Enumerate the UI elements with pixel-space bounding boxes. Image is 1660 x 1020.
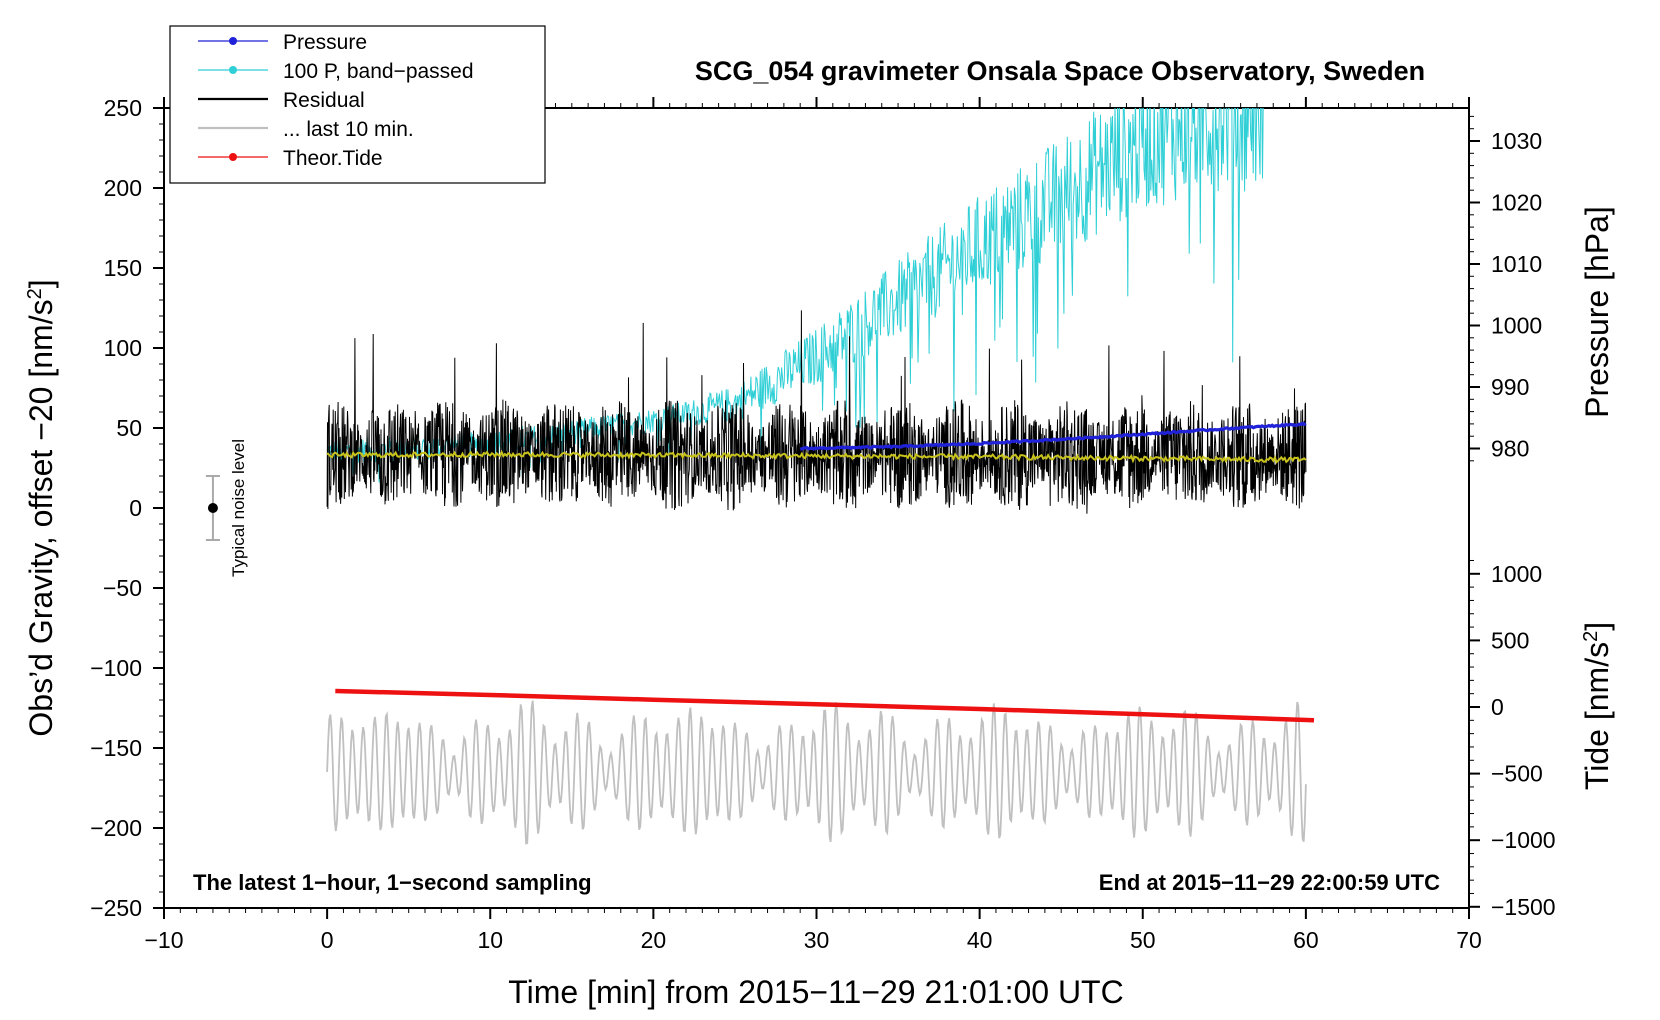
y-axis-label-tide-text: Tide [nm/s [1579, 642, 1615, 790]
x-tick-label: 0 [321, 927, 334, 953]
y-tick-label: 150 [104, 255, 142, 281]
y-axis-label-tide-sup: 2 [1580, 631, 1602, 642]
x-tick-label: 60 [1293, 927, 1319, 953]
y-axis-label-gravity-text: Obs’d Gravity, offset −20 [nm/s [23, 299, 59, 736]
legend-label: ... last 10 min. [283, 118, 414, 141]
noise-indicator: Typical noise level [205, 439, 248, 577]
y-tick-label: 50 [116, 415, 142, 441]
y-axis-pressure: 1030 1020 1010 1000 990 980 [1469, 115, 1542, 462]
series-residual [326, 310, 1307, 514]
y-tick-label: −100 [90, 655, 142, 681]
y-axis-gravity: 250 200 150 100 50 0 −50 −100 −150 −200 −250 [90, 95, 164, 921]
legend-marker [229, 37, 237, 45]
tide-tick-label: 500 [1491, 627, 1529, 653]
x-axis: −10 0 10 20 30 40 50 60 70 [144, 97, 1482, 953]
legend-marker [229, 66, 237, 74]
noise-label: Typical noise level [229, 439, 248, 577]
legend-label: Theor.Tide [283, 147, 383, 170]
y-axis-label-pressure: Pressure [hPa] [1579, 206, 1615, 418]
tide-tick-label: 0 [1491, 694, 1504, 720]
y-axis-tide: 1000 500 0 −500 −1000 −1500 [1469, 559, 1556, 920]
pressure-tick-label: 990 [1491, 374, 1529, 400]
x-tick-label: 30 [804, 927, 830, 953]
annotation-sampling: The latest 1−hour, 1−second sampling [193, 870, 592, 895]
x-tick-label: 10 [477, 927, 503, 953]
y-tick-label: 200 [104, 175, 142, 201]
chart-title: SCG_054 gravimeter Onsala Space Observat… [695, 56, 1425, 86]
noise-dot [207, 503, 218, 513]
legend-label: 100 P, band−passed [283, 60, 474, 83]
series-theoretical-tide [335, 688, 1315, 723]
y-axis-label-tide: Tide [nm/s2] [1579, 622, 1615, 790]
x-tick-label: 70 [1456, 927, 1482, 953]
pressure-tick-label: 1010 [1491, 251, 1542, 277]
x-tick-label: 40 [967, 927, 993, 953]
y-tick-label: −250 [90, 895, 142, 921]
y-tick-label: 0 [129, 495, 142, 521]
tide-tick-label: −1000 [1491, 827, 1556, 853]
y-axis-label-gravity: Obs’d Gravity, offset −20 [nm/s2] [23, 279, 59, 736]
series-last-10-min [326, 700, 1307, 845]
series-pressure [800, 421, 1307, 451]
y-axis-label-tide-close: ] [1579, 622, 1615, 631]
tide-tick-label: −1500 [1491, 894, 1556, 920]
legend-label: Pressure [283, 31, 367, 54]
pressure-tick-label: 1000 [1491, 313, 1542, 339]
legend-marker [229, 153, 237, 161]
y-tick-label: −50 [103, 575, 142, 601]
y-tick-label: −200 [90, 815, 142, 841]
pressure-tick-label: 980 [1491, 436, 1529, 462]
series-residual-smoothed [326, 449, 1307, 464]
tide-tick-label: −500 [1491, 761, 1543, 787]
series-layer [326, 108, 1315, 845]
tide-tick-label: 1000 [1491, 561, 1542, 587]
pressure-tick-label: 1020 [1491, 190, 1542, 216]
x-tick-label: 50 [1130, 927, 1156, 953]
y-tick-label: 250 [104, 95, 142, 121]
x-tick-label: 20 [641, 927, 667, 953]
y-tick-label: 100 [104, 335, 142, 361]
x-tick-label: −10 [144, 927, 183, 953]
y-axis-label-gravity-close: ] [23, 279, 59, 288]
legend: Pressure 100 P, band−passed Residual ... la… [169, 25, 546, 184]
x-axis-label: Time [min] from 2015−11−29 21:01:00 UTC [508, 974, 1123, 1010]
legend-label: Residual [283, 89, 365, 112]
pressure-tick-label: 1030 [1491, 128, 1542, 154]
annotation-end-time: End at 2015−11−29 22:00:59 UTC [1099, 870, 1440, 895]
y-tick-label: −150 [90, 735, 142, 761]
y-axis-label-gravity-sup: 2 [24, 288, 46, 299]
